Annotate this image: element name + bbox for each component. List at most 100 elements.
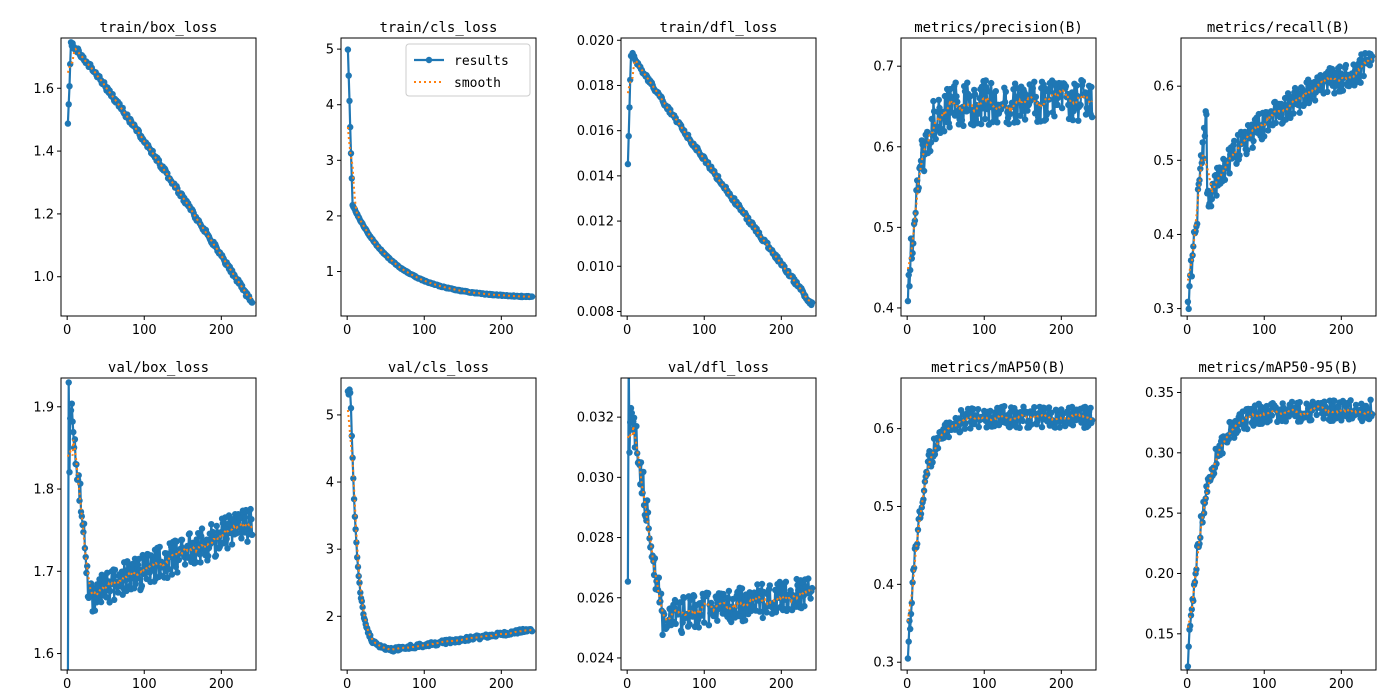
data-point: [1188, 606, 1196, 613]
data-point: [627, 404, 635, 412]
data-point: [192, 559, 200, 566]
data-point: [957, 428, 964, 435]
data-point: [1320, 415, 1327, 422]
x-tick-label: 200: [489, 323, 514, 338]
data-point: [66, 83, 73, 90]
results-line: [66, 381, 254, 670]
data-point: [631, 444, 639, 451]
data-point: [1073, 82, 1080, 89]
data-point: [1249, 144, 1256, 151]
data-point: [107, 587, 114, 595]
x-tick-label: 0: [1183, 677, 1191, 692]
chart-title: val/dfl_loss: [668, 360, 769, 376]
data-point: [1032, 93, 1040, 101]
data-point: [935, 96, 942, 104]
data-point: [1244, 425, 1251, 433]
data-point: [633, 423, 640, 430]
data-point: [659, 631, 666, 638]
data-point: [686, 621, 693, 628]
data-point: [992, 88, 999, 95]
data-point: [64, 120, 72, 127]
data-point: [1187, 612, 1195, 619]
data-point: [1051, 113, 1058, 120]
y-tick-label: 0.032: [577, 411, 614, 426]
chart-title: train/dfl_loss: [659, 20, 777, 36]
data-point: [759, 614, 766, 622]
data-point: [1001, 98, 1009, 106]
data-point: [808, 299, 816, 306]
data-point: [698, 612, 705, 619]
data-point: [356, 579, 363, 586]
smooth-line: [626, 426, 813, 622]
data-point: [1213, 460, 1220, 467]
smooth-line: [346, 409, 533, 651]
data-point: [906, 283, 913, 290]
x-tick-label: 0: [63, 677, 71, 692]
chart-panel-1: train/cls_loss 0 100 200 1 2 3 4 5 results smooth: [326, 20, 537, 338]
data-point: [1213, 192, 1220, 199]
data-point: [1282, 418, 1290, 425]
legend-smooth-label: smooth: [454, 76, 501, 91]
data-point: [69, 418, 76, 425]
x-tick-label: 200: [209, 677, 234, 692]
data-point: [111, 566, 119, 574]
chart-panel-7: val/dfl_loss 0 100 200 0.024 0.026 0.028 0.030 0…: [577, 360, 817, 692]
chart-title: metrics/mAP50-95(B): [1198, 360, 1358, 376]
data-point: [1190, 597, 1197, 605]
data-point: [988, 79, 995, 87]
data-point: [954, 98, 961, 106]
data-point: [223, 535, 230, 543]
data-point: [962, 420, 969, 427]
data-point: [1017, 112, 1024, 119]
y-tick-label: 5: [326, 43, 334, 58]
data-point: [1231, 137, 1238, 145]
data-point: [758, 580, 766, 588]
data-point: [71, 436, 79, 443]
data-point: [97, 598, 105, 606]
data-point: [941, 92, 949, 100]
data-point: [1281, 94, 1289, 102]
data-point: [1357, 79, 1364, 86]
smooth-line: [906, 88, 1093, 270]
data-point: [65, 379, 72, 386]
data-point: [1278, 100, 1285, 108]
x-tick-label: 100: [1252, 323, 1277, 338]
y-tick-label: 1.7: [33, 565, 54, 580]
data-point: [224, 545, 231, 552]
data-point: [1367, 396, 1374, 403]
data-point: [908, 255, 915, 262]
legend: results smooth: [405, 43, 531, 97]
data-point: [626, 104, 633, 111]
data-point: [1296, 399, 1303, 406]
x-tick-label: 100: [1252, 677, 1277, 692]
data-point: [213, 522, 220, 530]
axes-frame: [900, 37, 1097, 317]
y-tick-label: 0.008: [577, 305, 614, 320]
y-tick-label: 0.012: [577, 215, 614, 230]
x-tick-label: 200: [1049, 677, 1074, 692]
axes-frame: [620, 37, 817, 317]
data-point: [132, 580, 139, 587]
data-point: [228, 541, 236, 548]
x-tick-label: 0: [623, 677, 631, 692]
smooth-line: [66, 439, 253, 598]
chart-title: val/cls_loss: [388, 360, 489, 376]
data-point: [78, 513, 86, 520]
y-tick-label: 1.9: [33, 400, 54, 415]
y-tick-label: 0.7: [873, 60, 894, 75]
y-tick-label: 0.3: [873, 656, 894, 671]
data-point: [711, 612, 719, 619]
data-point: [80, 528, 87, 536]
x-tick-label: 0: [623, 323, 631, 338]
data-point: [1276, 113, 1283, 121]
y-tick-label: 0.018: [577, 79, 614, 94]
data-point: [738, 585, 746, 592]
y-tick-label: 0.20: [1145, 567, 1174, 582]
data-point: [198, 533, 205, 540]
plot-area: [904, 77, 1096, 305]
y-tick-label: 0.024: [577, 651, 614, 666]
data-point: [928, 115, 935, 123]
x-tick-label: 100: [132, 677, 157, 692]
x-tick-label: 100: [972, 323, 997, 338]
data-point: [225, 520, 232, 527]
